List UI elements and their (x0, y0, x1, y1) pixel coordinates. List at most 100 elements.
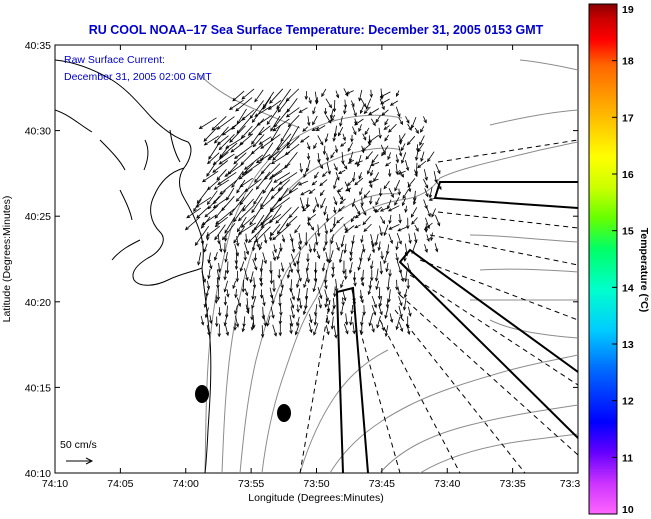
current-vector (289, 181, 301, 193)
current-vector (251, 322, 254, 330)
current-vector-head (424, 248, 428, 253)
current-vector (266, 315, 271, 327)
current-vector-head (333, 209, 337, 214)
current-vector (285, 143, 300, 156)
current-vector (240, 151, 255, 165)
current-vector (360, 98, 366, 107)
current-vector (368, 108, 380, 115)
current-vector (262, 179, 273, 194)
current-vector (314, 197, 319, 208)
current-vector-head (379, 232, 383, 237)
current-vector (389, 214, 392, 224)
current-vector (268, 99, 282, 110)
current-vector-head (434, 179, 438, 184)
current-vector (254, 105, 272, 117)
current-vector-head (302, 128, 307, 132)
current-vector-head (252, 284, 257, 289)
current-vector (373, 172, 380, 182)
current-vector-head (354, 214, 359, 219)
current-vector (248, 226, 265, 243)
current-vector (234, 145, 253, 159)
current-vector-head (342, 297, 347, 302)
current-vector (324, 206, 327, 215)
current-vector (193, 198, 202, 212)
current-vector-head (332, 223, 337, 228)
current-vector (313, 142, 317, 149)
current-vector (298, 232, 302, 245)
current-vector-head (266, 121, 271, 126)
current-vector-head (239, 183, 244, 188)
current-vector-head (426, 237, 430, 243)
current-vector-head (292, 262, 297, 267)
current-vector (371, 154, 379, 163)
current-vector (317, 224, 320, 237)
current-vector-head (311, 181, 316, 186)
current-vector (375, 115, 381, 123)
current-vector (344, 99, 346, 108)
current-vector-head (306, 279, 310, 284)
current-vector (203, 127, 218, 142)
current-vector-head (309, 319, 313, 324)
current-vector (295, 324, 300, 335)
current-vector (331, 316, 334, 329)
current-vector (270, 224, 281, 236)
current-vector (426, 234, 430, 242)
current-vector-head (389, 240, 393, 245)
current-vector (340, 279, 344, 288)
current-vector-head (319, 192, 324, 197)
current-vector (279, 288, 283, 297)
current-vector-head (379, 94, 384, 98)
current-vector (234, 243, 239, 257)
current-vector (282, 234, 285, 242)
current-vector (225, 252, 228, 262)
current-vector-head (226, 293, 230, 298)
current-vector (364, 127, 370, 135)
current-vector (335, 279, 338, 292)
overlay-line-1: Raw Surface Current: (64, 54, 165, 66)
current-vector-head (371, 249, 376, 254)
current-vector-head (289, 322, 294, 328)
current-vector (278, 179, 291, 191)
current-vector (216, 116, 235, 130)
current-vector (236, 115, 253, 134)
current-vector (320, 197, 326, 209)
x-tick-label: 73:55 (238, 478, 264, 490)
current-vector-head (350, 310, 354, 315)
current-vector-head (387, 173, 392, 178)
current-vector (244, 178, 262, 192)
current-vector-head (324, 303, 328, 308)
current-vector (352, 105, 357, 117)
current-vector-head (312, 110, 316, 115)
current-vector (272, 118, 290, 132)
current-vector-head (384, 121, 388, 126)
current-vector-head (326, 331, 330, 336)
current-vector (379, 225, 383, 236)
current-vector (325, 98, 332, 108)
current-vector-head (258, 141, 263, 145)
current-vector (244, 288, 248, 296)
current-vector (341, 235, 345, 247)
current-vector-head (296, 308, 300, 313)
current-vector-head (241, 171, 246, 176)
current-vector-head (313, 145, 317, 150)
current-vector-head (237, 231, 242, 235)
current-vector-head (337, 132, 342, 137)
current-vector-head (335, 219, 340, 224)
current-vector (269, 196, 283, 211)
current-vector (348, 159, 355, 164)
current-vector (312, 126, 320, 131)
current-vector-head (384, 332, 389, 337)
current-vector (299, 163, 302, 173)
current-vector (359, 89, 363, 101)
current-vector (326, 162, 331, 175)
current-vector (297, 304, 299, 313)
current-vector-head (317, 158, 321, 164)
current-vector-head (381, 106, 385, 111)
current-vector-head (395, 286, 399, 291)
current-vector (333, 163, 338, 171)
current-vector-head (360, 202, 364, 207)
current-vector (201, 214, 217, 226)
current-vector (398, 322, 403, 332)
current-vector-head (208, 155, 212, 160)
current-vector (273, 172, 291, 183)
